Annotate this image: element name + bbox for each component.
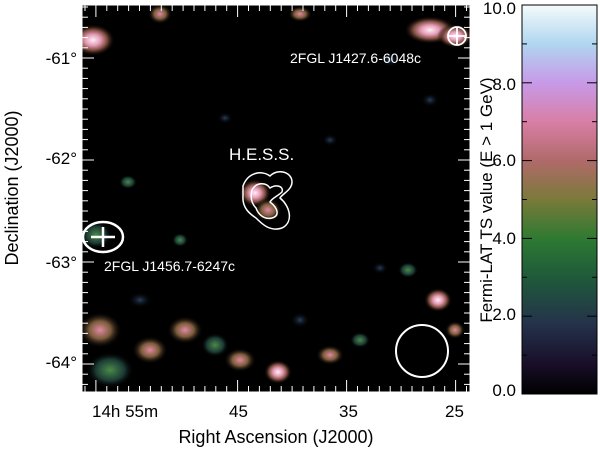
hess-label: H.E.S.S.: [229, 145, 294, 164]
ts-blob: [128, 292, 152, 308]
map-frame: [81, 4, 471, 393]
dec-tick-label: -61°: [46, 49, 77, 68]
y-axis-title: Declination (J2000): [2, 110, 22, 265]
ts-blob: [264, 360, 292, 384]
ts-blob: [288, 6, 312, 22]
ra-tick-label: 45: [229, 402, 248, 421]
map-background: [82, 5, 470, 392]
ts-blob: [217, 112, 233, 124]
ra-tick-labels: 14h 55m 45 35 25: [92, 402, 464, 421]
ts-blob: [148, 5, 172, 24]
ts-blob: [350, 332, 370, 348]
ts-blob: [224, 348, 256, 372]
ts-blob: [380, 53, 400, 67]
ts-blob: [167, 316, 203, 344]
psf-circle: [395, 324, 449, 378]
hess-contour-outer: [242, 171, 293, 230]
error-ellipse: [81, 220, 125, 254]
colorbar-tick-label: 4.0: [492, 229, 516, 248]
ra-tick-label: 35: [339, 402, 358, 421]
colorbar-tick-label: 10.0: [483, 0, 516, 18]
source-west-label: 2FGL J1427.6-6048c: [290, 50, 421, 66]
ts-blob: [316, 345, 344, 365]
colorbar: 0.0 2.0 4.0 6.0 8.0 10.0 Fermi-LAT TS va…: [477, 0, 598, 400]
ts-blobs: [82, 5, 470, 388]
dec-tick-label: -64°: [46, 353, 77, 372]
ts-map: H.E.S.S. 2FGL J1456.7-6247c 2FGL J1427.6…: [81, 4, 471, 393]
dec-tick-labels: -61° -62° -63° -64°: [46, 49, 77, 372]
ra-tick-label: 14h 55m: [92, 402, 158, 421]
ts-blob: [398, 262, 418, 278]
ts-blob: [421, 93, 439, 107]
colorbar-tick-label: 8.0: [492, 75, 516, 94]
hess-contours: [242, 171, 293, 230]
colorbar-tick-label: 2.0: [492, 305, 516, 324]
ra-tick-label-0: 14h 55m: [92, 402, 158, 421]
x-axis-title: Right Ascension (J2000): [178, 427, 373, 447]
source-east-label: 2FGL J1456.7-6247c: [104, 258, 235, 274]
hess-contour-inner: [250, 183, 284, 220]
ts-blob: [82, 312, 122, 348]
ts-blob: [372, 262, 388, 274]
map-ticks: [82, 5, 470, 392]
colorbar-tick-labels: 0.0 2.0 4.0 6.0 8.0 10.0: [483, 0, 516, 400]
ts-blob: [82, 221, 112, 249]
ra-tick-label: 25: [445, 402, 464, 421]
dec-tick-label: -62°: [46, 149, 77, 168]
dec-tick-label: -63°: [46, 253, 77, 272]
ts-blob: [290, 312, 310, 328]
colorbar-tick-label: 0.0: [492, 381, 516, 400]
ts-blob: [82, 24, 115, 56]
ts-blob: [445, 321, 465, 339]
ts-blob: [86, 352, 134, 388]
ts-blob: [119, 175, 137, 189]
source-west-marker: [447, 26, 467, 46]
source-east-marker: [81, 220, 125, 254]
ts-blob: [172, 233, 188, 247]
ts-blob: [132, 336, 168, 364]
colorbar-gradient: [521, 4, 598, 395]
colorbar-title: Fermi-LAT TS value (E > 1 GeV): [477, 77, 496, 322]
ts-blob: [201, 333, 229, 357]
colorbar-ticks: [522, 4, 597, 395]
ts-blob: [322, 134, 338, 146]
ts-blob: [424, 288, 452, 312]
colorbar-tick-label: 6.0: [492, 151, 516, 170]
